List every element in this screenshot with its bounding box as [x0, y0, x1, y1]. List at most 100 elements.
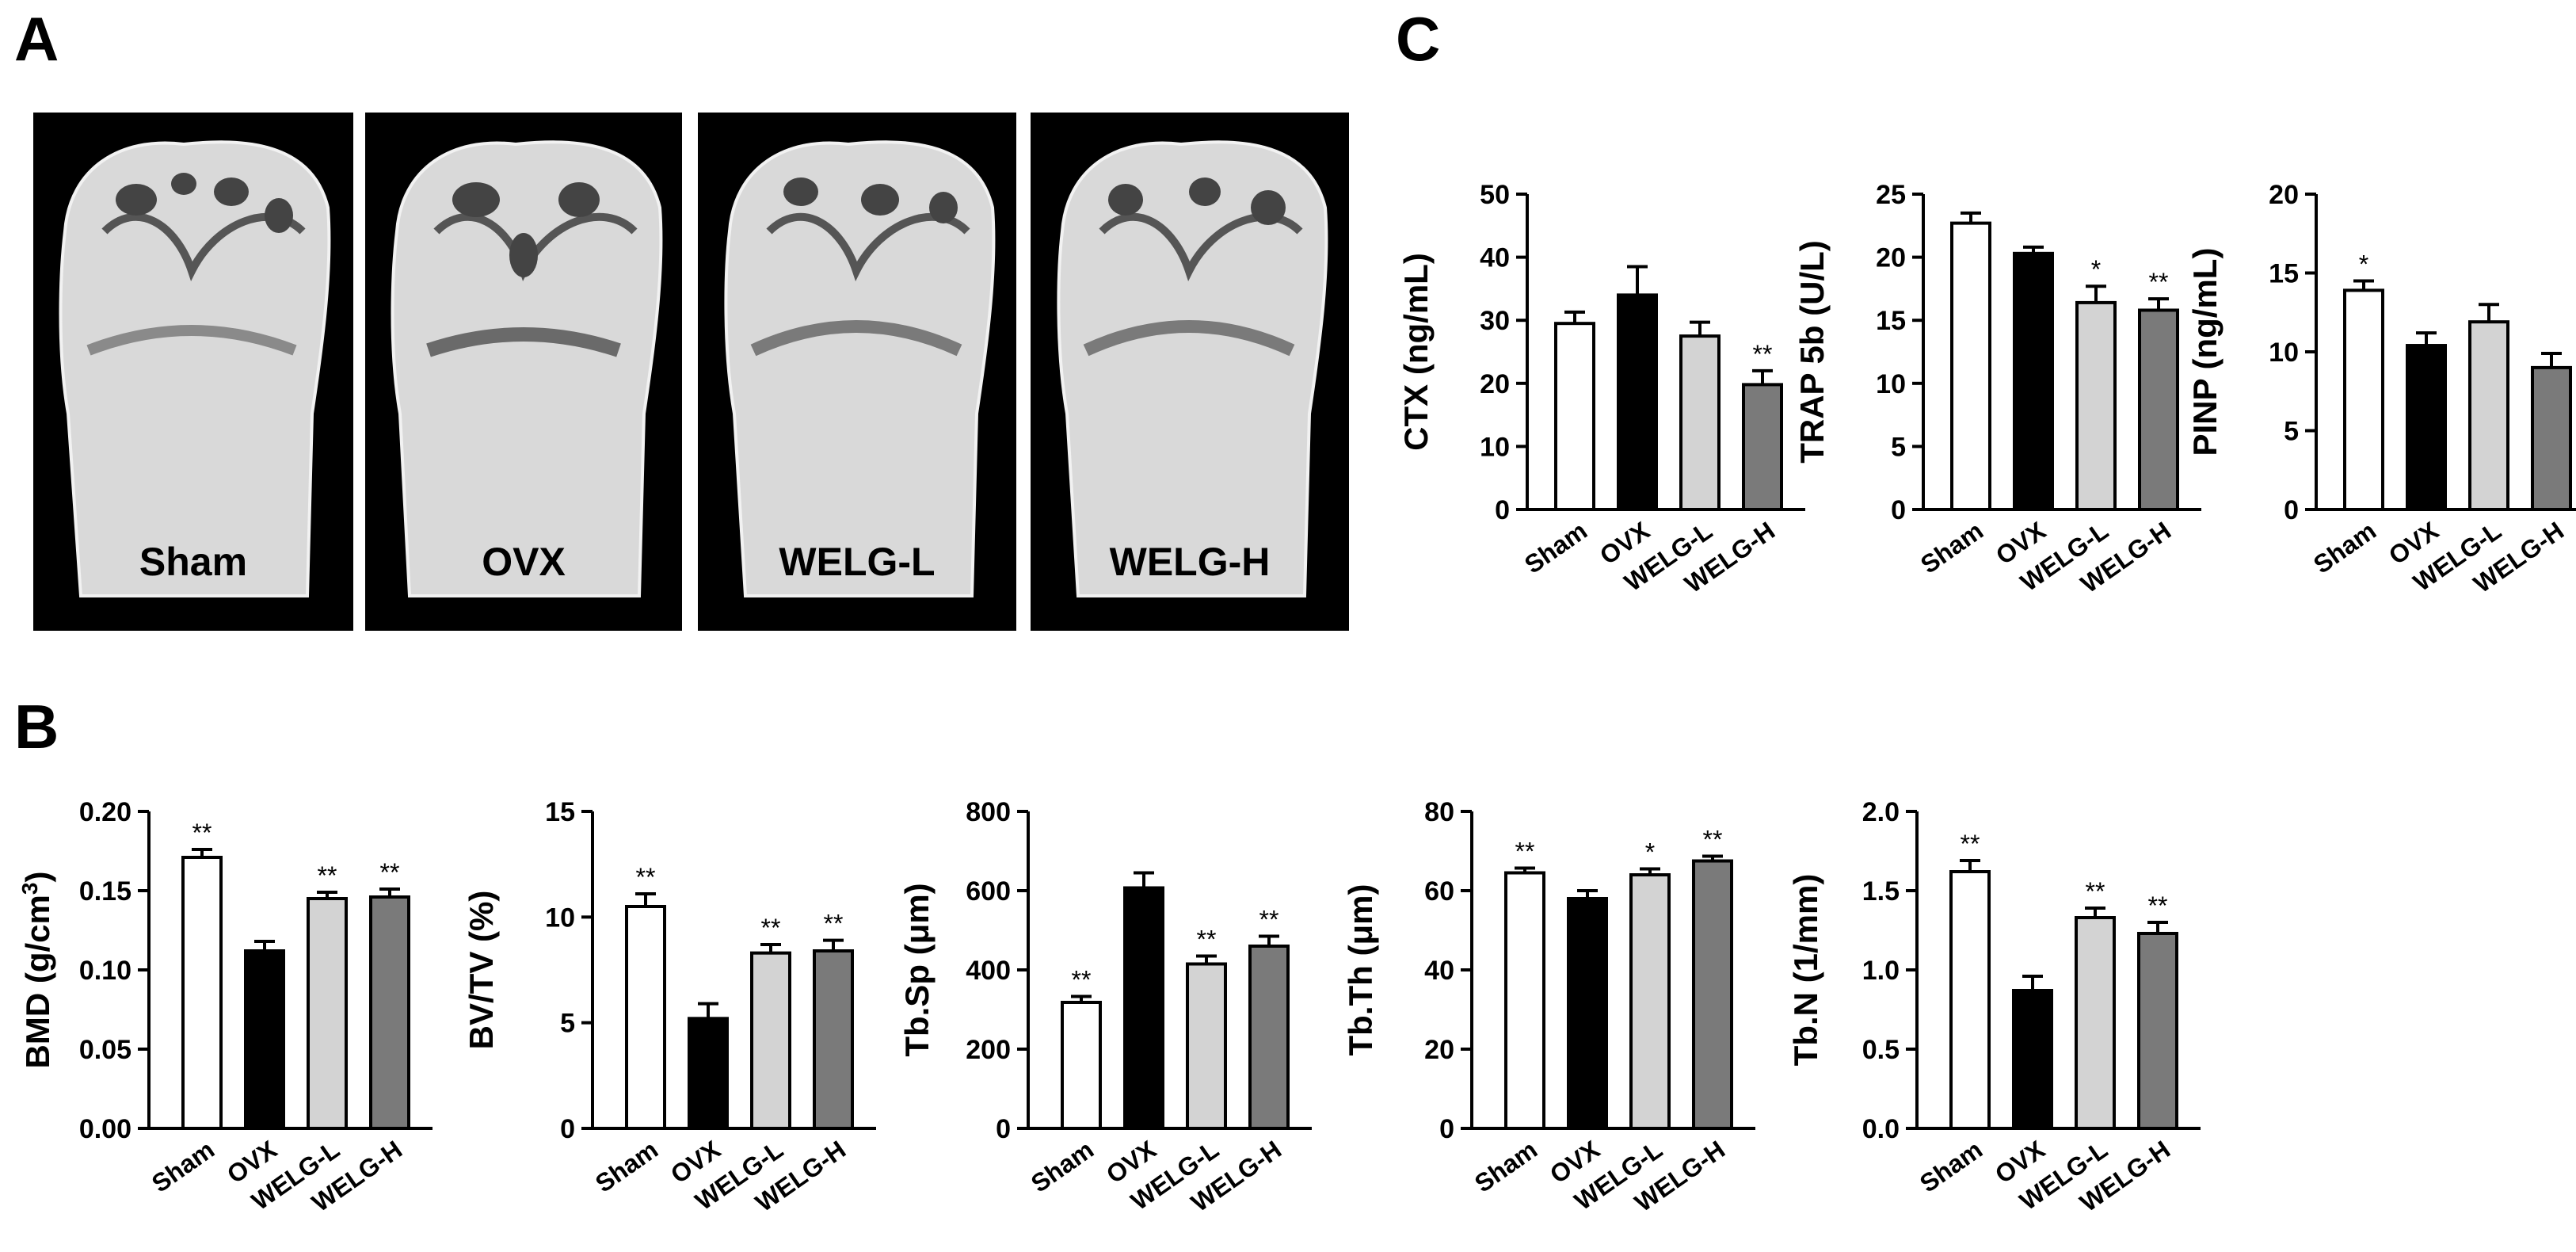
y-tick-label: 20	[1876, 243, 1906, 273]
y-tick-label: 800	[966, 797, 1011, 827]
y-tick-label: 0	[996, 1114, 1011, 1144]
y-tick-label: 40	[1480, 243, 1510, 273]
bar-ovx	[2013, 251, 2054, 511]
y-tick-label: 10	[1876, 369, 1906, 399]
significance-mark: **	[761, 914, 781, 942]
bar-sham	[625, 905, 666, 1130]
y-tick-label: 0.10	[79, 956, 131, 986]
category-label: Sham	[1915, 516, 1988, 578]
y-tick-label: 10	[2269, 338, 2299, 368]
bone-illustration	[724, 140, 996, 597]
tb-n-chart: 0.00.51.01.52.0Tb.N (1/mm)**Sham OVX**WEL…	[1787, 797, 2201, 1217]
significance-mark: *	[1645, 838, 1655, 867]
bar-welg-h	[2138, 308, 2179, 511]
significance-mark: **	[2086, 877, 2105, 906]
category-label: Sham	[1915, 1135, 1987, 1197]
bar-welg-l	[750, 951, 791, 1130]
significance-mark: **	[1703, 826, 1723, 854]
y-tick-label: 2.0	[1862, 797, 1900, 827]
y-tick-label: 200	[966, 1035, 1011, 1065]
y-tick-label: 15	[1876, 306, 1906, 336]
category-label: Sham	[1519, 516, 1592, 578]
panel-label-b: B	[14, 692, 59, 762]
y-tick-label: 0	[1495, 495, 1510, 525]
category-label: Sham	[1469, 1135, 1542, 1197]
bone-image-welg-h: WELG-H	[1031, 113, 1349, 631]
bar-ovx	[2406, 344, 2447, 511]
bone-label-welg-h: WELG-H	[1109, 540, 1271, 584]
bar-welg-h	[2531, 365, 2572, 511]
y-tick-label: 30	[1480, 306, 1510, 336]
y-tick-label: 0	[1439, 1114, 1454, 1144]
y-tick-label: 0.0	[1862, 1114, 1900, 1144]
significance-mark: **	[2149, 268, 2169, 296]
category-label: Sham	[147, 1135, 219, 1197]
y-tick-label: 0.00	[79, 1114, 131, 1144]
bar-ovx	[688, 1017, 729, 1131]
y-tick-label: 5	[2284, 417, 2299, 447]
bar-welg-h	[369, 895, 410, 1130]
bar-welg-l	[2075, 916, 2116, 1130]
bone-label-welg-l: WELG-L	[779, 540, 936, 584]
y-tick-label: 80	[1424, 797, 1454, 827]
category-label: Sham	[590, 1135, 663, 1197]
y-tick-label: 20	[2269, 180, 2299, 210]
significance-mark: *	[2359, 250, 2368, 278]
significance-mark: **	[380, 858, 400, 887]
bar-sham	[1950, 221, 1991, 511]
y-axis-label: Tb.N (1/mm)	[1787, 874, 1824, 1067]
bone-illustration	[391, 140, 663, 597]
y-tick-label: 0	[1891, 495, 1906, 525]
y-axis-label: PINP (ng/mL)	[2186, 248, 2224, 456]
significance-mark: **	[1753, 340, 1773, 368]
y-tick-label: 10	[1480, 432, 1510, 462]
bar-welg-l	[1629, 873, 1671, 1130]
y-tick-label: 20	[1424, 1035, 1454, 1065]
bar-ovx	[2012, 989, 2053, 1130]
significance-mark: *	[2091, 255, 2101, 284]
y-tick-label: 0.20	[79, 797, 131, 827]
y-axis-label: BMD (g/cm3)	[17, 872, 57, 1069]
y-tick-label: 0	[2284, 495, 2299, 525]
bar-sham	[2343, 288, 2384, 511]
bar-sham	[1554, 322, 1595, 511]
bar-welg-h	[1248, 945, 1290, 1130]
bone-image-ovx: OVX	[365, 113, 682, 631]
bar-sham	[1504, 871, 1545, 1130]
y-tick-label: 1.0	[1862, 956, 1900, 986]
bone-label-sham: Sham	[139, 540, 248, 584]
y-tick-label: 10	[545, 903, 575, 933]
y-tick-label: 1.5	[1862, 876, 1900, 907]
category-label: Sham	[2308, 516, 2381, 578]
y-tick-label: 15	[2269, 259, 2299, 289]
panel-label-c: C	[1396, 4, 1441, 74]
bone-illustration	[59, 140, 331, 597]
significance-mark: **	[824, 910, 844, 938]
bar-welg-h	[1692, 859, 1733, 1130]
category-label: Sham	[1026, 1135, 1099, 1197]
bar-welg-l	[1186, 962, 1227, 1130]
y-tick-label: 25	[1876, 180, 1906, 210]
significance-mark: **	[1515, 838, 1535, 866]
y-tick-label: 5	[560, 1009, 575, 1039]
y-tick-label: 600	[966, 876, 1011, 907]
y-axis-label: BV/TV (%)	[463, 891, 500, 1050]
bone-image-welg-l: WELG-L	[698, 113, 1016, 631]
y-tick-label: 0.05	[79, 1035, 131, 1065]
y-tick-label: 50	[1480, 180, 1510, 210]
bar-welg-l	[2075, 300, 2117, 512]
significance-mark: **	[1072, 966, 1092, 994]
significance-mark: **	[192, 819, 212, 847]
y-tick-label: 0.5	[1862, 1035, 1900, 1065]
y-axis-label: CTX (ng/mL)	[1397, 253, 1435, 451]
y-tick-label: 0	[560, 1114, 575, 1144]
bar-ovx	[1567, 897, 1608, 1130]
bar-welg-h	[2137, 932, 2178, 1130]
y-axis-label: TRAP 5b (U/L)	[1793, 240, 1831, 464]
